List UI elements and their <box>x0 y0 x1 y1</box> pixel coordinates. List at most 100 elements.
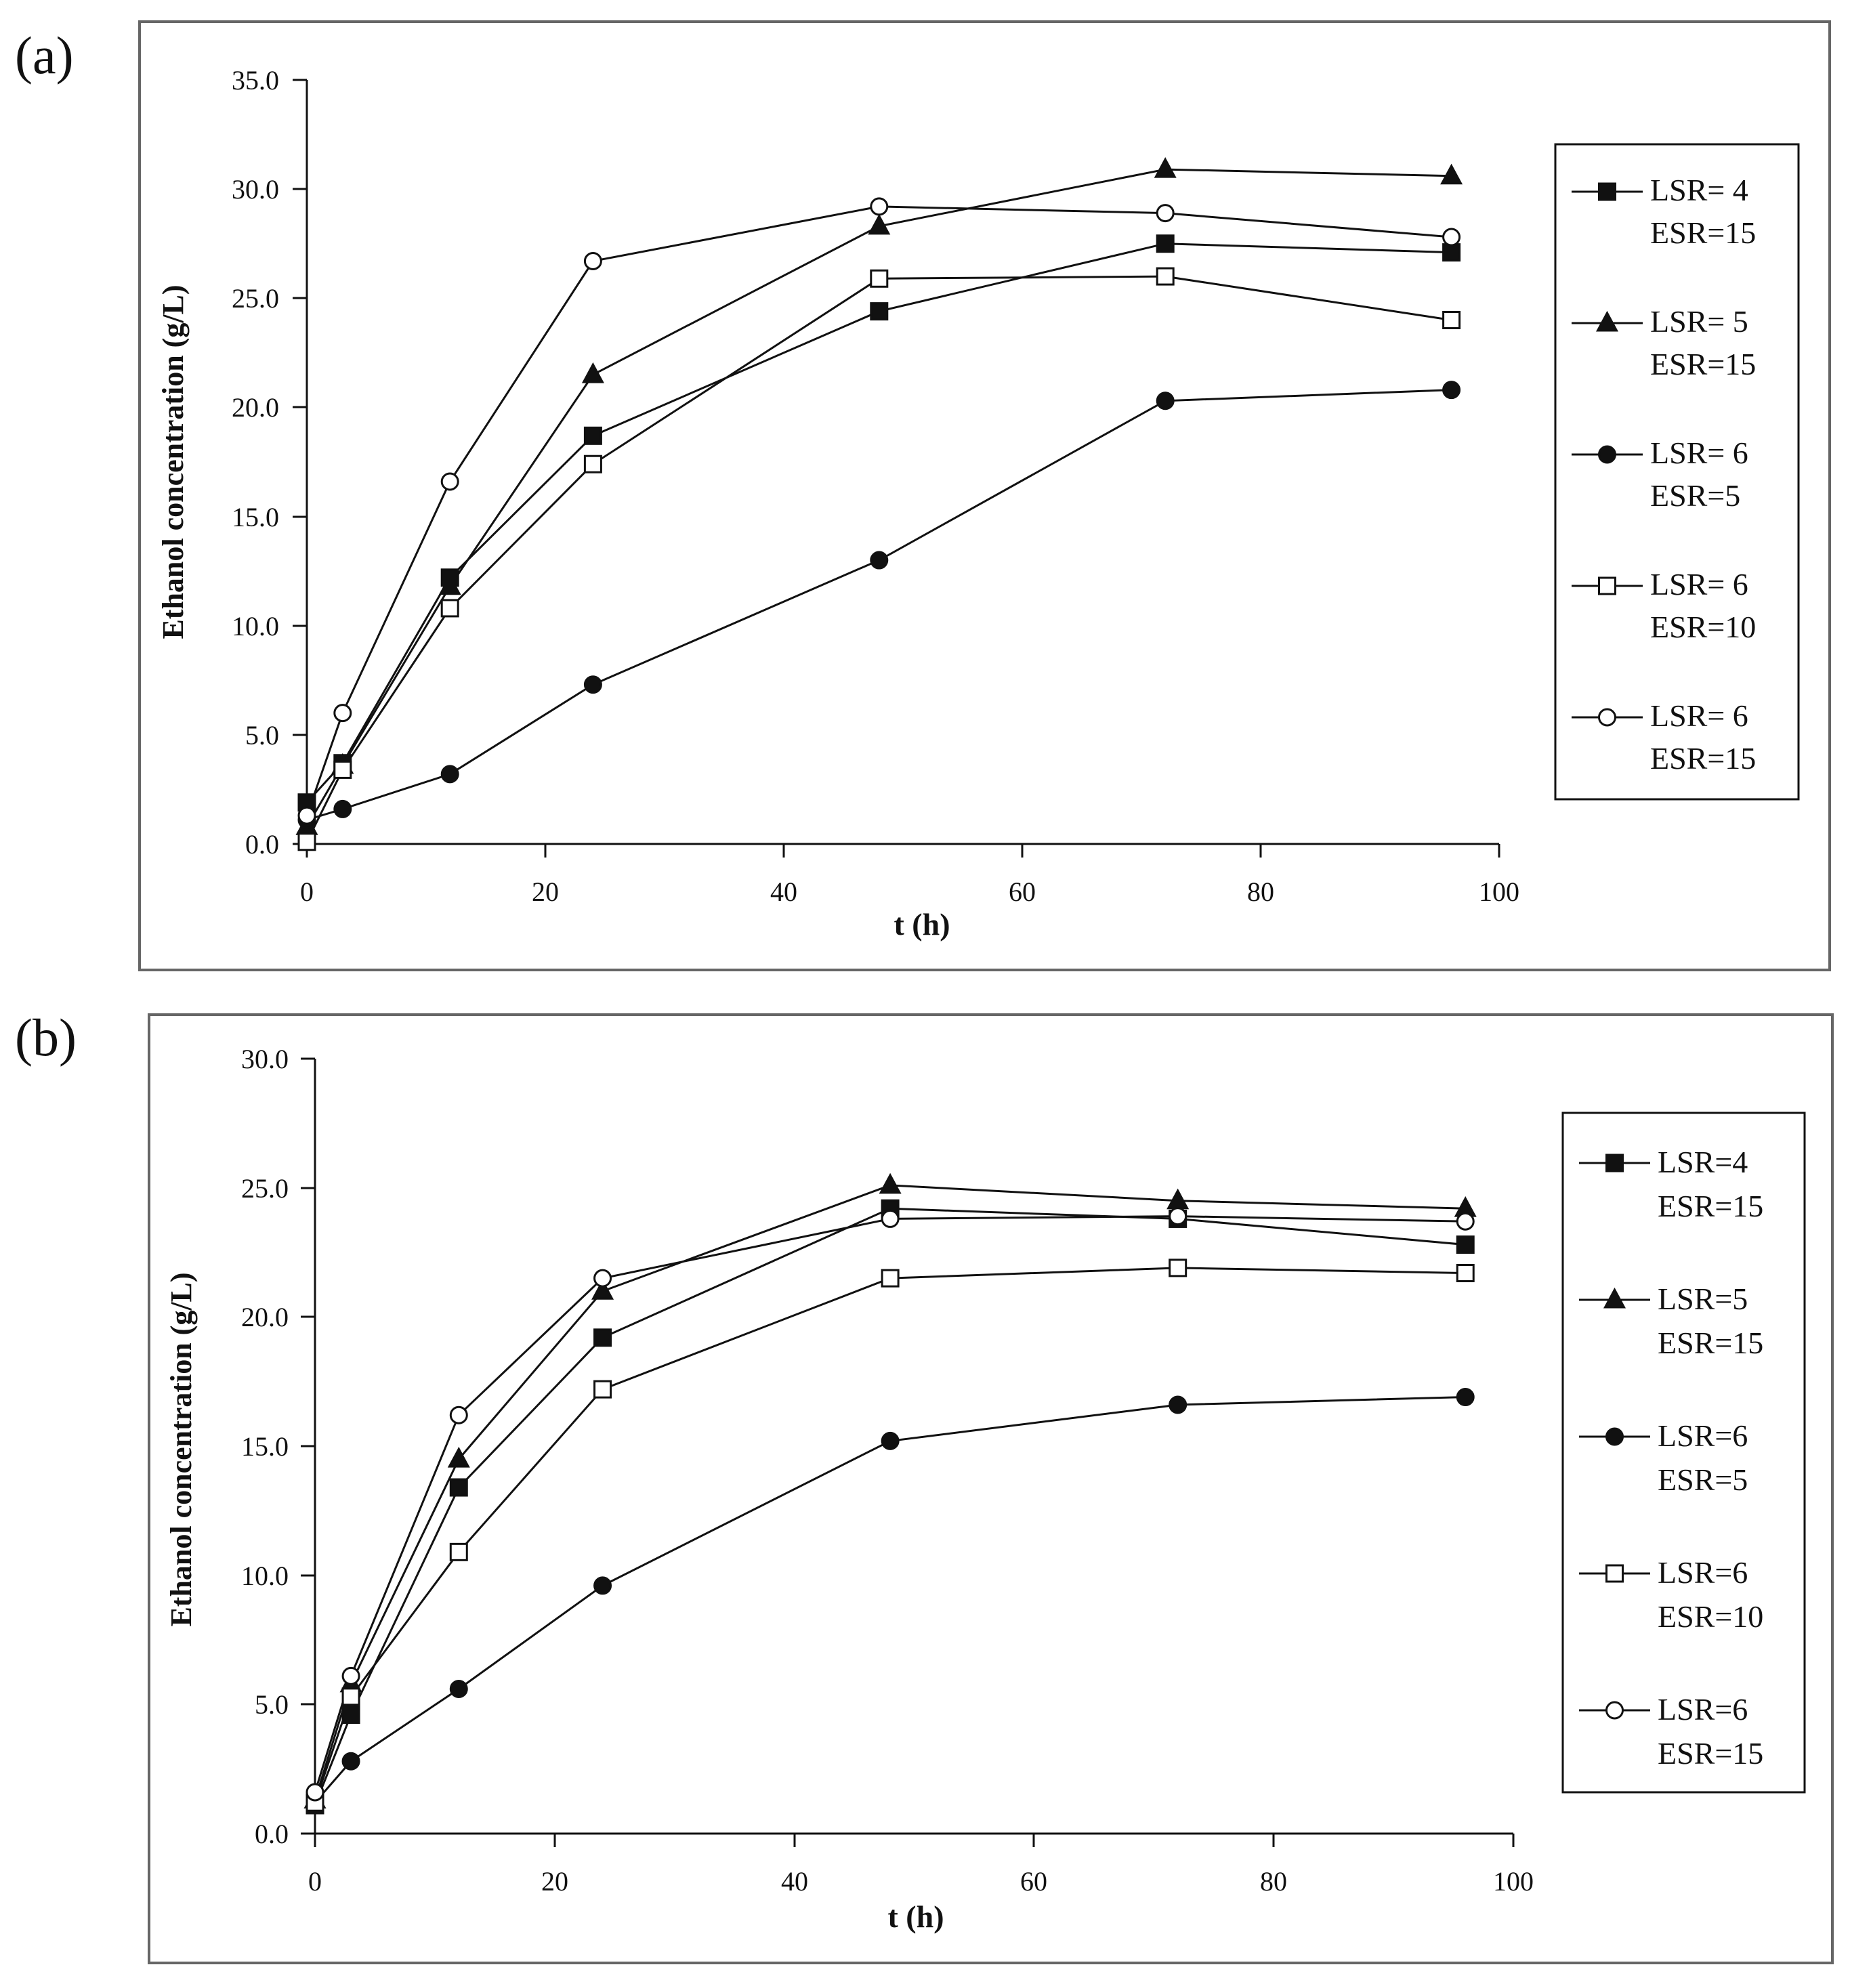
panel-a-series-5-point <box>440 472 459 491</box>
panel-b-legend-label-1b: ESR=15 <box>1658 1189 1763 1223</box>
panel-b-x-tick-label: 100 <box>1493 1866 1534 1897</box>
panel-a-series-3-line <box>306 389 1452 821</box>
panel-b-x-axis-title: t (h) <box>887 1899 944 1934</box>
panel-b-series-5-point <box>1169 1207 1187 1226</box>
panel-b-x-axis: 0 20 40 60 80 100 t (h) <box>308 1832 1534 1934</box>
panel-a-series-3-point <box>1442 381 1461 400</box>
panel-a-x-tick-label: 60 <box>1009 876 1036 907</box>
panel-b-series-3-point <box>1456 1388 1475 1407</box>
panel-a-series-4-point <box>583 454 602 473</box>
panel-b-series-5-point <box>881 1209 900 1228</box>
panel-b-series-3-point <box>449 1679 468 1698</box>
panel-b-series-4-point <box>881 1269 900 1288</box>
panel-a-legend-markers <box>1572 182 1643 727</box>
panel-b-legend-label-2b: ESR=15 <box>1658 1326 1763 1360</box>
panel-a-x-axis-title: t (h) <box>894 907 950 942</box>
panel-a-legend-marker-4 <box>1598 576 1616 595</box>
panel-b-series-1-point <box>449 1478 468 1497</box>
panel-a-series-4-point <box>440 599 459 618</box>
panel-b-series-5-line <box>314 1215 1466 1793</box>
panel-a-series-4-point <box>870 269 889 288</box>
panel-a-series-4-point <box>333 760 352 779</box>
panel-a-x-axis: 0 20 40 60 80 100 t (h) <box>300 843 1519 942</box>
panel-b: (b) 0.0 5.0 10.0 15.0 20.0 25.0 30.0 <box>15 1008 1834 1964</box>
panel-b-series-4-point <box>449 1542 468 1561</box>
panel-a-series-2-point <box>868 213 891 235</box>
panel-b-legend-label-3b: ESR=5 <box>1658 1462 1748 1497</box>
panel-a-series-1-point <box>583 426 602 445</box>
panel-b-plot-area <box>303 1172 1477 1815</box>
panel-b-y-axis-title: Ethanol concentration (g/L) <box>165 1272 198 1626</box>
panel-b-legend-marker-1 <box>1605 1154 1624 1172</box>
panel-b-series-1-point <box>341 1706 360 1725</box>
panel-b-x-tick-label: 20 <box>541 1866 568 1897</box>
panel-a-legend-marker-5 <box>1598 708 1616 727</box>
panel-a-legend-label-3b: ESR=5 <box>1650 478 1740 513</box>
panel-a-legend-label-4b: ESR=10 <box>1650 610 1756 644</box>
panel-a-series-2-point <box>438 574 461 595</box>
panel-a-series-1-point <box>1442 243 1461 262</box>
panel-b-y-tick-label: 25.0 <box>241 1173 289 1204</box>
panel-b-legend: LSR=4 ESR=15 LSR=5 ESR=15 LSR=6 ESR=5 LS… <box>1561 1112 1806 1794</box>
panel-a-series-5-point <box>870 197 889 216</box>
panel-a-series-5-point <box>583 251 602 270</box>
panel-a-series-4-point <box>1442 311 1461 330</box>
panel-b-legend-label-2: LSR=5 <box>1658 1282 1748 1316</box>
panel-b-frame <box>148 1013 1834 1964</box>
panel-a-y-tick-label: 0.0 <box>245 829 279 860</box>
panel-a-series-1-point <box>870 302 889 321</box>
panel-b-y-tick-label: 15.0 <box>241 1431 289 1462</box>
panel-a-series-3-point <box>1156 392 1175 410</box>
panel-b-series-2-point <box>447 1446 470 1468</box>
panel-a-y-axis-title: Ethanol concentration (g/L) <box>156 284 190 639</box>
panel-a-series-3-point <box>870 551 889 570</box>
panel-a-x-tick-label: 40 <box>770 876 797 907</box>
panel-b-y-tick-label: 30.0 <box>241 1044 289 1074</box>
panel-a-series-1-point <box>1156 234 1175 253</box>
panel-a-x-tick-label: 100 <box>1479 876 1519 907</box>
panel-a-legend-label-4: LSR= 6 <box>1650 567 1748 601</box>
panel-a-series-4-point <box>297 832 316 851</box>
panel-b-y-tick-label: 0.0 <box>255 1819 289 1849</box>
panel-a-y-tick-label: 35.0 <box>232 65 279 96</box>
panel-b-legend-label-3: LSR=6 <box>1658 1418 1748 1453</box>
panel-a-series-3-point <box>333 799 352 818</box>
panel-a-series-5-point <box>297 806 316 825</box>
panel-b-series-2-point <box>879 1172 902 1194</box>
panel-b-legend-marker-2 <box>1603 1287 1626 1309</box>
panel-a-series-5-point <box>333 704 352 723</box>
panel-b-y-tick-label: 10.0 <box>241 1561 289 1591</box>
panel-b-series-3-point <box>593 1576 612 1595</box>
panel-b-legend-marker-3 <box>1605 1427 1624 1446</box>
panel-a-series-2-point <box>581 362 604 383</box>
panel-b-legend-label-4b: ESR=10 <box>1658 1599 1763 1634</box>
panel-b-series-1-point <box>593 1328 612 1347</box>
panel-b-series-4-point <box>1456 1264 1475 1283</box>
panel-b-series-5-point <box>306 1783 324 1802</box>
panel-b-legend-label-5: LSR=6 <box>1658 1692 1748 1727</box>
panel-a-legend-label-1b: ESR=15 <box>1650 215 1756 250</box>
panel-b-y-axis: 0.0 5.0 10.0 15.0 20.0 25.0 30.0 <box>241 1044 316 1849</box>
panel-b-series-4-point <box>1169 1259 1187 1277</box>
panel-b-legend-box <box>1561 1112 1806 1794</box>
panel-a-series-3-point <box>583 675 602 694</box>
panel-a-series-4-point <box>1156 267 1175 286</box>
panel-b-x-tick-label: 0 <box>308 1866 322 1897</box>
panel-b-label: (b) <box>15 1008 77 1067</box>
panel-b-y-tick-label: 5.0 <box>255 1689 289 1720</box>
panel-b-series-5-point <box>593 1269 612 1288</box>
panel-a-legend-label-1: LSR= 4 <box>1650 173 1748 207</box>
panel-b-series-3-point <box>1169 1395 1187 1414</box>
panel-a-y-axis: 0.0 5.0 10.0 15.0 20.0 25.0 30.0 35.0 <box>232 65 308 860</box>
panel-a-legend-marker-3 <box>1598 445 1616 464</box>
panel-b-legend-label-4: LSR=6 <box>1658 1555 1748 1590</box>
panel-a-frame <box>138 20 1831 971</box>
panel-a-legend-marker-1 <box>1598 182 1616 201</box>
panel-a-series-5-point <box>1442 228 1461 247</box>
panel-b-x-tick-label: 80 <box>1260 1866 1287 1897</box>
panel-a-series-1-line <box>306 242 1452 803</box>
panel-a-x-tick-label: 20 <box>532 876 559 907</box>
panel-b-series-3-point <box>881 1431 900 1450</box>
panel-a-legend-label-2: LSR= 5 <box>1650 304 1748 339</box>
panel-a-label: (a) <box>15 26 74 85</box>
